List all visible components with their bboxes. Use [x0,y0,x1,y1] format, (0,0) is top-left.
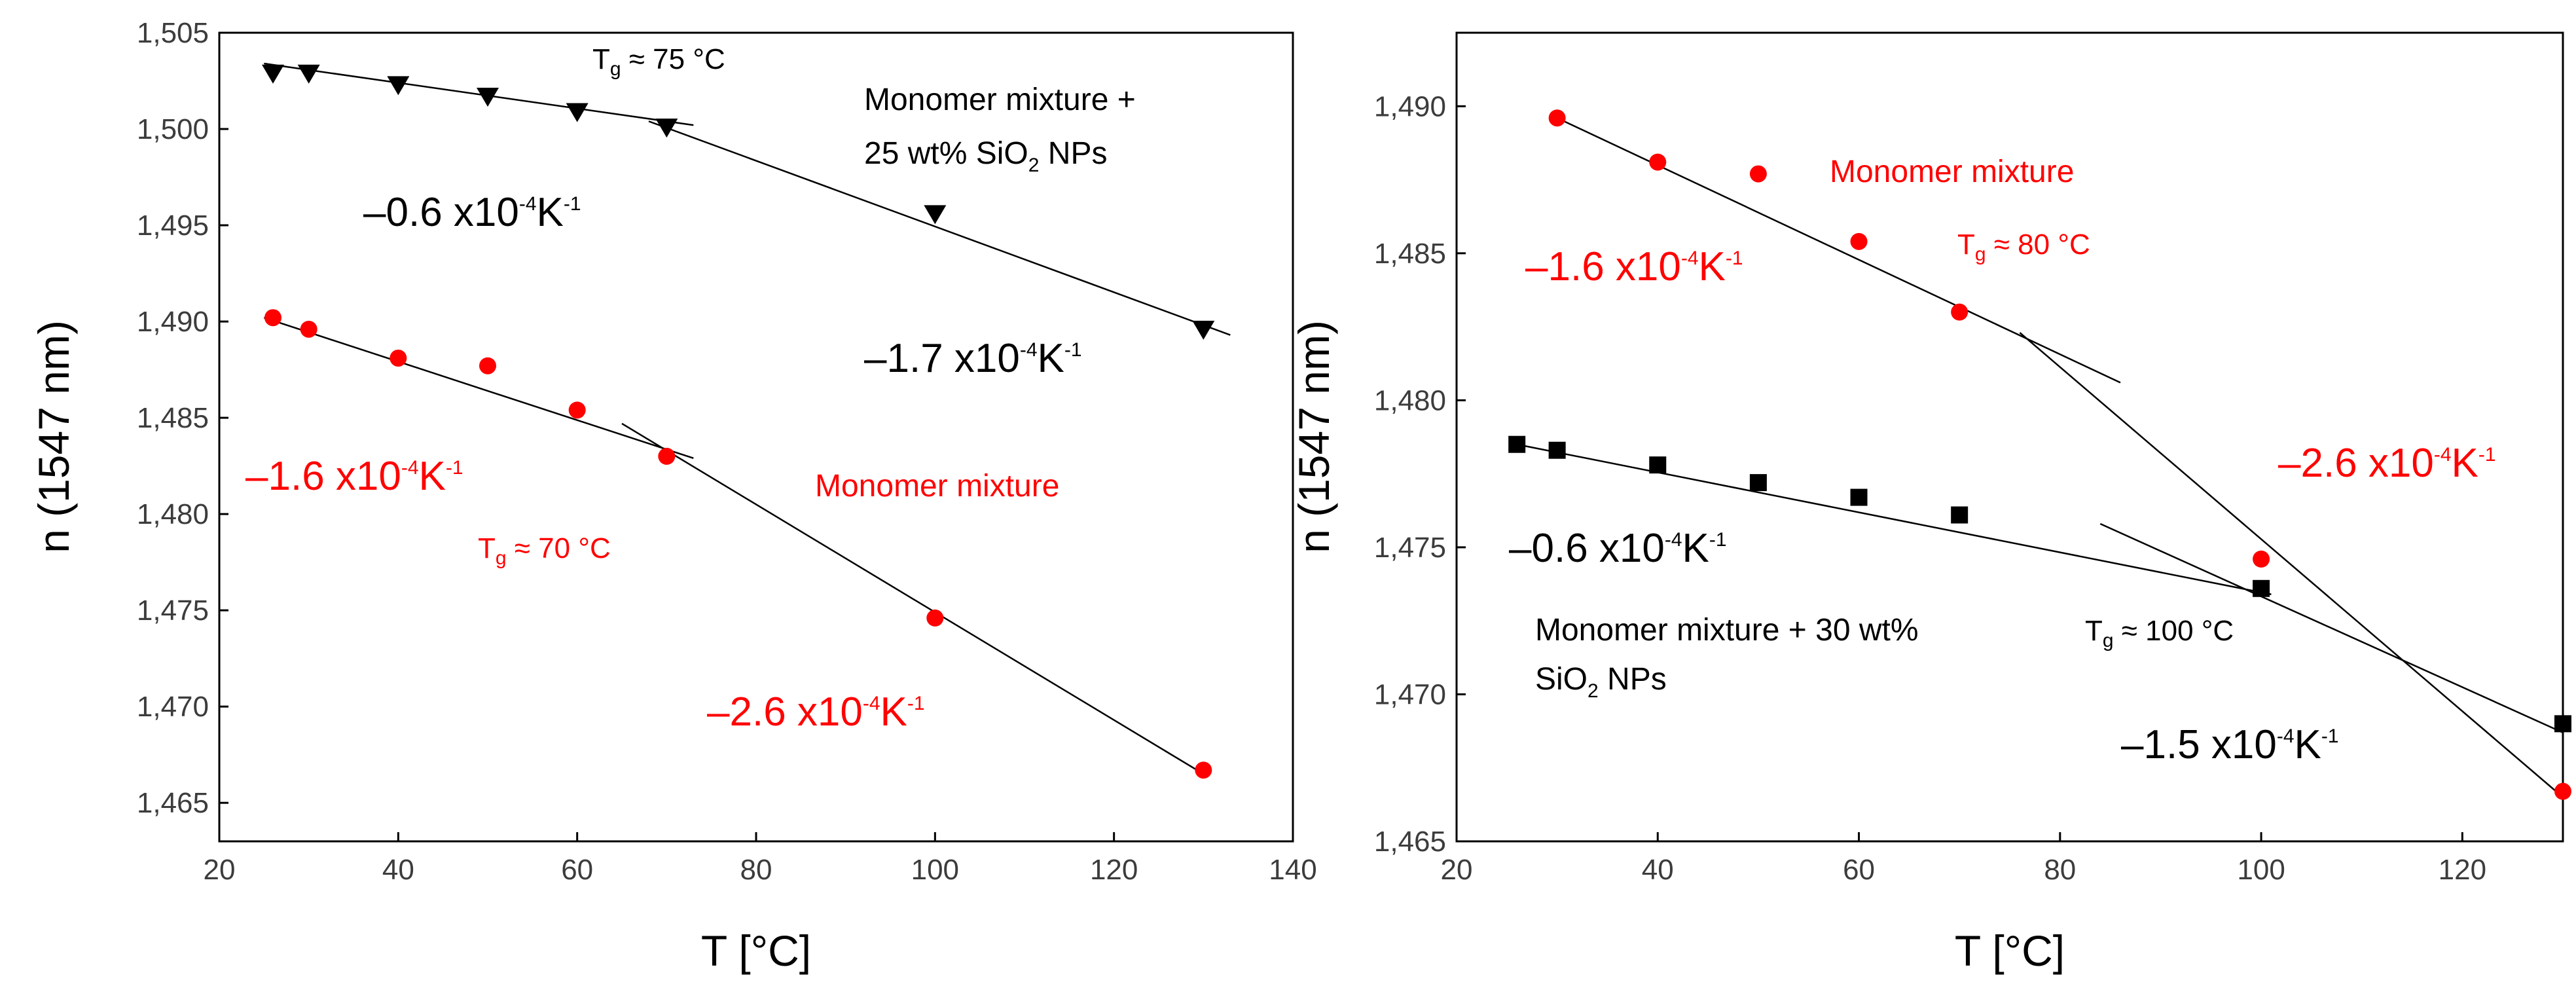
left-y-tick-label: 1,465 [137,787,209,819]
right-slope-red-left: –1.6 x10-4K-1 [1525,244,1743,289]
left-tg-black-label: Tg ≈ 75 °C [592,43,725,80]
left-black-series-label-line1: Monomer mixture + [864,82,1136,117]
right-x-tick-label: 40 [1642,854,1674,886]
left-fit-line [621,422,1204,775]
left-point-triangle [655,119,678,138]
left-point-triangle [262,64,284,84]
right-y-tick-label: 1,485 [1374,238,1446,270]
right-x-tick-label: 120 [2439,854,2486,886]
right-black-series-label-line1: Monomer mixture + 30 wt% [1535,613,1919,648]
left-tg-red-label: Tg ≈ 70 °C [478,532,611,569]
right-y-tick-label: 1,475 [1374,532,1446,564]
left-axis-ticks: 20 40 60 80 100 120 140 1,465 1,470 1,475 1,480 1,4… [137,17,1317,886]
right-plot-frame [1455,31,2564,843]
right-slope-black-right: –1.5 x10-4K-1 [2121,722,2339,767]
right-y-tick-label: 1,470 [1374,678,1446,710]
right-red-series-label: Monomer mixture [1830,155,2074,189]
right-fit-line [1516,443,2272,595]
left-red-series-label: Monomer mixture [815,469,1059,503]
left-y-tick-label: 1,480 [137,498,209,530]
right-point-square [1548,441,1566,459]
right-fit-line [2019,332,2564,798]
right-y-tick-label: 1,465 [1374,826,1446,858]
left-y-tick-label: 1,470 [137,691,209,723]
right-x-tick-label: 20 [1441,854,1473,886]
left-fit-line [648,120,1231,336]
left-point-triangle [387,76,410,96]
right-point-circle [1649,153,1667,171]
right-x-axis-title: T [°C] [1955,926,2065,975]
left-chart: 20 40 60 80 100 120 140 1,465 1,470 1,475 1,480 1,4… [29,17,1317,975]
right-y-tick-label: 1,480 [1374,384,1446,416]
left-y-tick-label: 1,505 [137,17,209,49]
right-data-points [1508,109,2571,800]
left-point-triangle [477,88,499,107]
left-x-tick-label: 60 [561,854,593,886]
right-slope-red-right: –2.6 x10-4K-1 [2278,441,2496,486]
left-y-tick-label: 1,490 [137,306,209,338]
left-x-axis-title: T [°C] [701,926,811,975]
right-tg-red-label: Tg ≈ 80 °C [1957,229,2090,265]
left-point-triangle [566,103,589,122]
left-slope-red-left: –1.6 x10-4K-1 [245,454,463,499]
right-point-square [1649,456,1667,474]
right-x-tick-label: 80 [2044,854,2076,886]
left-point-circle [568,401,586,419]
left-y-axis-title: n (1547 nm) [29,320,78,553]
right-point-square [1749,474,1767,492]
left-point-triangle [297,64,320,84]
right-x-tick-label: 60 [1843,854,1875,886]
left-slope-red-right: –2.6 x10-4K-1 [707,689,925,735]
left-y-tick-label: 1,475 [137,595,209,627]
right-point-circle [2253,550,2270,568]
right-point-circle [1951,303,1968,321]
left-fit-line [264,62,694,126]
right-chart: 20 40 60 80 100 120 1,465 1,470 1,475 1,480 1,485 1… [1290,31,2571,975]
left-x-tick-label: 120 [1090,854,1138,886]
left-point-circle [926,609,944,627]
left-point-triangle [1192,320,1215,340]
left-black-series-label-line2: 25 wt% SiO2 NPs [864,136,1107,176]
right-point-circle [1850,232,1868,250]
left-x-tick-label: 80 [740,854,772,886]
right-point-circle [1749,165,1767,183]
right-black-series-label-line2: SiO2 NPs [1535,662,1667,702]
right-fit-line [2099,522,2564,733]
right-point-circle [2554,782,2571,800]
left-point-circle [1195,761,1212,779]
left-point-circle [658,447,676,465]
right-point-square [2554,715,2571,733]
left-slope-black-right: –1.7 x10-4K-1 [864,336,1082,381]
left-point-circle [479,357,496,375]
right-point-square [1508,435,1526,453]
left-point-triangle [924,205,947,225]
right-tg-black-label: Tg ≈ 100 °C [2085,615,2234,651]
left-fit-lines [263,62,1231,775]
right-point-circle [1548,109,1566,127]
left-point-circle [390,349,407,367]
right-axis-ticks: 20 40 60 80 100 120 1,465 1,470 1,475 1,480 1,485 1… [1374,90,2486,886]
right-y-axis-title: n (1547 nm) [1290,320,1338,553]
right-point-square [2253,579,2270,597]
left-point-circle [264,309,281,327]
right-slope-black-left: –0.6 x10-4K-1 [1509,526,1727,571]
left-slope-black-left: –0.6 x10-4K-1 [363,190,581,235]
left-point-circle [300,320,317,338]
left-x-tick-label: 100 [911,854,959,886]
right-point-square [1850,488,1868,506]
left-fit-line [263,317,694,460]
left-x-tick-label: 20 [204,854,236,886]
left-x-tick-label: 40 [382,854,414,886]
right-y-tick-label: 1,490 [1374,90,1446,122]
left-data-points [262,64,1215,779]
left-y-tick-label: 1,485 [137,402,209,434]
right-point-square [1951,506,1968,524]
left-y-tick-label: 1,495 [137,210,209,242]
right-x-tick-label: 100 [2237,854,2285,886]
left-x-tick-label: 140 [1269,854,1316,886]
left-y-tick-label: 1,500 [137,113,209,145]
